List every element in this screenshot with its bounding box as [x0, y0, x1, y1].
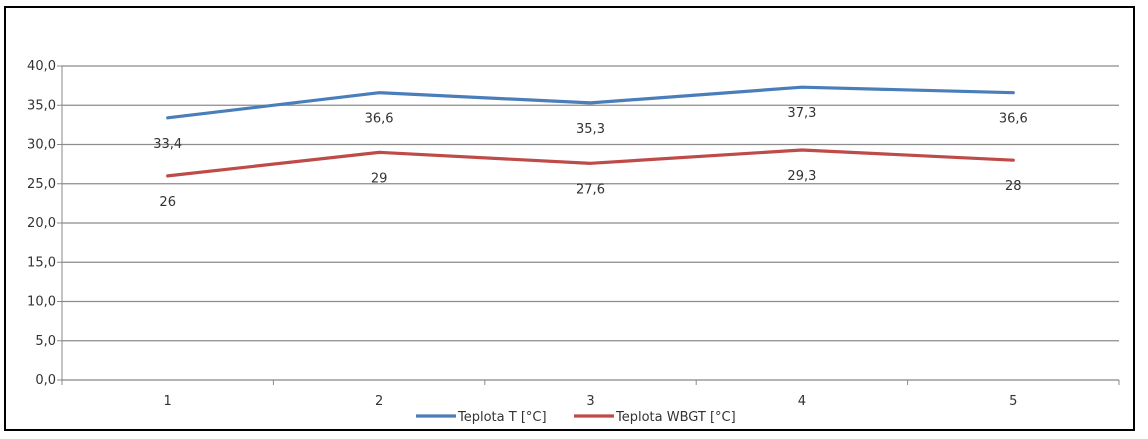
data-label: 36,6: [999, 112, 1028, 127]
x-tick-label: 3: [586, 394, 594, 409]
y-tick-label: 20,0: [27, 216, 56, 231]
y-tick-label: 5,0: [35, 334, 56, 349]
series-line-2: [166, 148, 1015, 178]
x-tick-label: 5: [1009, 394, 1017, 409]
data-label: 36,6: [365, 112, 394, 127]
series-line-1: [166, 85, 1015, 120]
data-label: 33,4: [153, 137, 182, 152]
data-label: 26: [159, 195, 176, 210]
x-tick-label: 4: [798, 394, 806, 409]
y-tick-label: 15,0: [27, 255, 56, 270]
line-chart: 0,0 5,0 10,0 15,0 20,0 25,0 30,0 35,0 40,0 1 2 3 4 5 3…: [27, 59, 1120, 425]
y-tick-label: 10,0: [27, 295, 56, 310]
chart-frame: 0,0 5,0 10,0 15,0 20,0 25,0 30,0 35,0 40,0 1 2 3 4 5 3…: [4, 6, 1135, 431]
legend-label-2: Teplota WBGT [°C]: [615, 410, 736, 425]
data-label: 28: [1005, 179, 1022, 194]
y-tick-label: 35,0: [27, 98, 56, 113]
data-label: 29,3: [787, 169, 816, 184]
y-tick-label: 30,0: [27, 138, 56, 153]
data-label: 29: [371, 171, 388, 186]
data-label: 35,3: [576, 122, 605, 137]
data-label: 37,3: [787, 106, 816, 121]
y-tick-label: 0,0: [35, 373, 56, 388]
x-tick-label: 1: [164, 394, 172, 409]
legend-label-1: Teplota T [°C]: [457, 410, 547, 425]
x-tick-label: 2: [375, 394, 383, 409]
data-label: 27,6: [576, 182, 605, 197]
y-tick-label: 40,0: [27, 59, 56, 74]
y-tick-label: 25,0: [27, 177, 56, 192]
